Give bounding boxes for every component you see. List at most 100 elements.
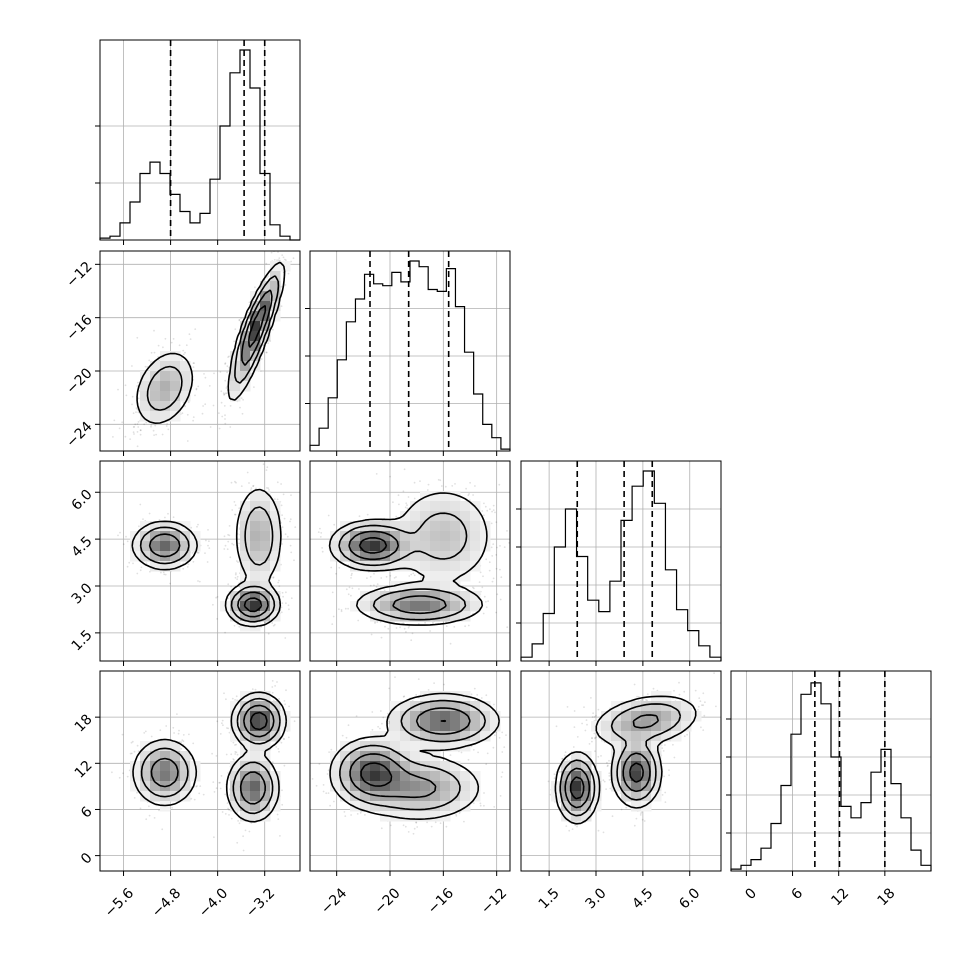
density-cell <box>180 751 191 762</box>
hist-frame-3 <box>730 670 932 872</box>
scatter-point <box>220 401 223 404</box>
scatter-point <box>405 502 408 505</box>
density-cell <box>250 711 261 722</box>
density-cell <box>130 771 141 782</box>
scatter-point <box>242 398 245 401</box>
scatter-point <box>287 604 290 607</box>
scatter-point <box>139 429 142 432</box>
scatter-point <box>191 552 194 554</box>
scatter-point <box>273 259 276 261</box>
scatter-point <box>236 699 239 702</box>
density-cell <box>180 541 191 552</box>
density-cell <box>280 261 291 272</box>
density-cell <box>260 541 271 552</box>
scatter-point <box>287 272 290 275</box>
density-cell <box>260 741 271 752</box>
scatter-point <box>203 373 205 375</box>
scatter-point <box>222 392 225 395</box>
scatter-point <box>139 569 142 572</box>
density-cell <box>350 551 361 562</box>
scatter-point <box>136 445 139 448</box>
density-cell <box>450 581 461 592</box>
scatter-point <box>485 606 488 609</box>
hist-panel-1 <box>305 250 511 452</box>
scatter-point <box>220 390 223 393</box>
contours-2-1 <box>328 492 488 626</box>
scatter-point <box>290 551 293 554</box>
density-cell <box>240 571 251 582</box>
density-cell <box>160 741 171 752</box>
contour-level-0 <box>249 711 268 731</box>
scatter-point <box>280 483 282 485</box>
scatter-point <box>137 750 140 753</box>
density-cell <box>250 561 261 572</box>
scatter-point <box>153 817 156 819</box>
ytick-label-2-3: 6.0 <box>69 487 96 514</box>
scatter-point <box>227 583 230 586</box>
scatter-point <box>248 482 250 484</box>
scatter-point <box>189 338 192 340</box>
density-cell <box>390 601 401 612</box>
scatter-point <box>274 498 276 500</box>
scatter-point <box>492 543 495 545</box>
density-cell <box>230 711 241 722</box>
density-cell <box>150 381 161 392</box>
density-cell <box>420 541 431 552</box>
scatter-point <box>234 480 236 483</box>
scatter-point <box>279 835 281 837</box>
density-cell <box>180 791 191 802</box>
scatter-point <box>506 530 508 532</box>
scatter-point <box>133 433 135 435</box>
scatter-point <box>129 438 132 440</box>
scatter-point <box>182 740 185 743</box>
scatter-point <box>228 809 230 811</box>
scatter-point <box>373 572 375 575</box>
scatter-point <box>411 632 414 635</box>
scatter-point <box>231 697 234 700</box>
scatter-point <box>413 497 416 500</box>
scatter-point <box>233 759 235 761</box>
density-cell <box>140 391 151 402</box>
scatter-point <box>511 534 513 536</box>
scatter-point <box>223 393 226 396</box>
density-cell <box>140 781 151 792</box>
scatter-point <box>375 585 378 588</box>
density-cell <box>180 391 191 402</box>
scatter-point <box>281 254 284 256</box>
scatter-point <box>235 572 237 574</box>
scatter-frame-1-0 <box>99 250 301 452</box>
density-cell <box>170 761 181 772</box>
scatter-point <box>197 523 199 526</box>
scatter-point <box>153 434 156 436</box>
scatter-point <box>285 259 287 262</box>
scatter-point <box>124 384 127 387</box>
scatter-point <box>228 814 230 816</box>
scatter-point <box>351 587 354 590</box>
scatter-point <box>193 798 196 801</box>
scatter-point <box>224 544 227 547</box>
scatter-point <box>192 419 195 422</box>
density-cell <box>260 801 271 812</box>
scatter-point <box>271 691 274 694</box>
scatter-point <box>145 562 148 565</box>
density-cell <box>140 401 151 412</box>
scatter-point <box>290 260 292 263</box>
scatter-point <box>139 429 142 432</box>
scatter-point <box>465 487 467 490</box>
scatter-point <box>266 466 269 469</box>
scatter-point <box>242 835 245 838</box>
density-cell <box>440 571 451 582</box>
histogram-2 <box>520 470 722 661</box>
scatter-point <box>143 423 146 426</box>
density-cell <box>400 581 411 592</box>
scatter-area-3-0 <box>100 671 300 871</box>
scatter-point <box>277 251 279 253</box>
scatter-point <box>410 639 413 642</box>
scatter-point <box>242 849 245 852</box>
scatter-point <box>186 566 189 568</box>
density-cell <box>140 381 151 392</box>
density-cell <box>250 591 261 602</box>
density-cell <box>260 531 271 542</box>
scatter-point <box>392 501 394 504</box>
scatter-point <box>347 607 349 610</box>
